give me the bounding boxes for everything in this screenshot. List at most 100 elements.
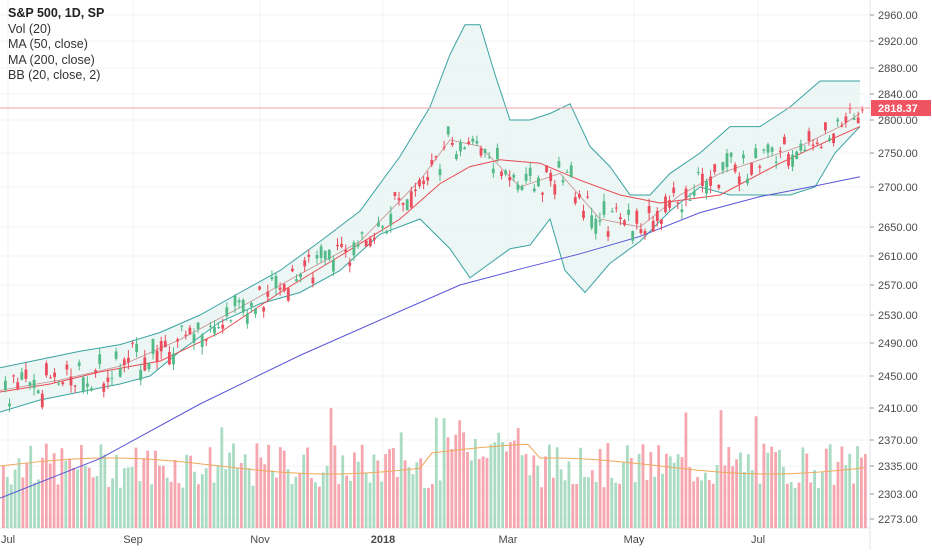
candle-body	[565, 171, 569, 173]
candle	[852, 113, 856, 121]
candle	[455, 150, 458, 161]
candle	[65, 360, 69, 376]
candle	[409, 186, 413, 209]
volume-bar	[711, 483, 715, 528]
x-tick-label: Sep	[123, 534, 143, 546]
volume-bar	[782, 466, 785, 528]
y-tick-label: 2750.00	[878, 148, 918, 160]
candle-body	[32, 379, 36, 389]
volume-bar	[684, 412, 688, 528]
y-tick-label: 2650.00	[878, 222, 918, 234]
candle	[327, 249, 331, 262]
volume-bar	[95, 475, 99, 528]
time-axis: Jul Sep Nov 2018 Mar May Jul	[1, 534, 765, 546]
volume-bar	[774, 452, 777, 528]
candle	[352, 240, 356, 261]
x-tick-label: Mar	[499, 534, 518, 546]
candle	[172, 347, 175, 371]
candle-body	[504, 170, 507, 175]
candle-body	[602, 201, 606, 215]
candle-body	[778, 150, 782, 152]
candle	[40, 389, 44, 410]
candle-body	[545, 165, 548, 173]
legend-ma50[interactable]: MA (50, close)	[8, 37, 88, 51]
candle	[828, 134, 831, 143]
candle-body	[770, 147, 774, 152]
candle	[606, 226, 610, 241]
volume-bar	[349, 480, 352, 528]
candle-body	[582, 210, 585, 218]
candle	[582, 204, 585, 221]
moving-averages	[0, 126, 861, 499]
candle-body	[532, 188, 536, 192]
candle	[778, 146, 782, 158]
candle-body	[696, 172, 700, 174]
y-tick-label: 2800.00	[878, 115, 918, 127]
candle	[53, 368, 56, 383]
volume-bar	[282, 450, 286, 528]
volume-bar	[676, 454, 680, 528]
legend-symbol-title[interactable]: S&P 500, 1D, SP	[8, 6, 105, 20]
candle-body	[389, 213, 393, 226]
volume-bar	[629, 458, 633, 528]
candle-body	[319, 246, 323, 258]
y-tick-label: 2490.00	[878, 338, 918, 350]
bb-fill	[0, 24, 860, 412]
volume-bar	[528, 475, 532, 528]
volume-bar	[372, 454, 376, 528]
candle-body	[524, 173, 528, 181]
volume-bar	[407, 467, 411, 528]
candle	[619, 212, 622, 226]
candle	[491, 162, 495, 179]
candle	[627, 203, 630, 222]
candle-body	[627, 209, 630, 215]
candle	[192, 328, 196, 351]
volume-bar	[801, 447, 805, 528]
candle	[278, 282, 282, 296]
candle	[856, 111, 860, 124]
candle-body	[356, 244, 360, 247]
volume-bar	[21, 477, 25, 528]
volume-bar	[25, 462, 29, 528]
candle-body	[24, 369, 28, 379]
candle-body	[787, 153, 790, 166]
candle-body	[729, 152, 733, 157]
volume-bar	[44, 443, 48, 528]
candle	[573, 192, 577, 206]
legend-bollinger[interactable]: BB (20, close, 2)	[8, 68, 101, 82]
last-price-label: 2818.37	[878, 103, 918, 115]
volume-bar	[165, 477, 169, 528]
candle-body	[98, 354, 102, 365]
candle-body	[110, 377, 114, 379]
volume-bar	[501, 442, 504, 528]
candle	[639, 223, 643, 235]
volume-bar	[333, 445, 337, 528]
candle	[668, 195, 671, 211]
volume-bar	[852, 483, 855, 528]
candle-body	[28, 382, 32, 386]
candle-body	[40, 393, 44, 408]
candle-body	[450, 142, 454, 145]
candle-body	[393, 192, 397, 196]
legend-ma200[interactable]: MA (200, close)	[8, 52, 95, 67]
candle	[680, 203, 684, 220]
y-tick-label: 2450.00	[878, 371, 918, 383]
candle	[553, 180, 557, 200]
candle-body	[811, 144, 815, 147]
volume-bar	[649, 452, 653, 528]
candle-body	[118, 368, 122, 377]
volume-bar	[107, 486, 111, 528]
candle	[360, 231, 364, 240]
volume-bar	[434, 417, 438, 528]
legend-volume[interactable]: Vol (20)	[8, 21, 52, 36]
candle	[254, 307, 257, 318]
candle-body	[852, 118, 856, 120]
volume-bar	[388, 449, 391, 528]
volume-bar	[415, 462, 419, 528]
candle-body	[65, 364, 69, 370]
volume-bar	[485, 457, 489, 528]
candle	[701, 167, 704, 193]
candle	[860, 106, 864, 114]
volume-bar	[189, 455, 192, 528]
